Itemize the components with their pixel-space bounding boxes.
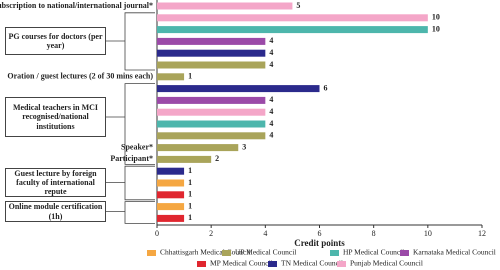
group-bracket — [106, 201, 155, 224]
value-label: 5 — [296, 1, 300, 10]
group-label: Guest lecture by foreign faculty of inte… — [5, 168, 106, 197]
bar — [157, 26, 428, 34]
x-tick-label: 10 — [424, 229, 432, 238]
bar — [157, 49, 266, 57]
group-label: PG courses for doctors (per year) — [5, 27, 106, 55]
value-label: 4 — [269, 36, 273, 45]
bar — [157, 14, 428, 22]
value-label: 4 — [269, 60, 273, 69]
legend-swatch — [147, 250, 156, 256]
bar — [157, 73, 185, 81]
group-label: Medical teachers in MCI recognised/natio… — [5, 97, 106, 137]
bar — [157, 85, 320, 93]
value-label: 1 — [188, 166, 192, 175]
category-label: Speaker* — [121, 142, 153, 151]
value-label: 1 — [188, 201, 192, 210]
value-label: 2 — [215, 154, 219, 163]
bar — [157, 96, 266, 104]
bar — [157, 191, 185, 199]
legend-swatch — [222, 250, 231, 256]
bar — [157, 144, 239, 152]
bar — [157, 167, 185, 175]
bar — [157, 37, 266, 45]
bar — [157, 203, 185, 211]
category-label: Oration / guest lectures (2 of 30 mins e… — [7, 72, 153, 81]
x-axis-title: Credit points — [294, 238, 345, 248]
value-label: 4 — [269, 95, 273, 104]
value-label: 6 — [324, 83, 328, 92]
legend-swatch — [337, 261, 346, 267]
x-tick-label: 8 — [372, 229, 376, 238]
x-tick-label: 0 — [155, 229, 159, 238]
group-bracket — [106, 165, 155, 201]
value-label: 10 — [432, 13, 440, 22]
group-bracket — [106, 12, 155, 71]
category-label: Subscription to national/international j… — [0, 1, 153, 10]
bar — [157, 2, 293, 10]
value-label: 4 — [269, 48, 273, 57]
legend-label: HP Medical Council — [343, 248, 404, 257]
group-bracket — [106, 83, 155, 165]
legend-label: Karnataka Medical Council — [413, 248, 496, 257]
category-label: Participant* — [110, 154, 153, 163]
legend-swatch — [400, 250, 409, 256]
legend-label: MP Medical Council — [210, 259, 273, 268]
bar — [157, 179, 185, 187]
x-tick-label: 4 — [263, 229, 267, 238]
legend-label: TN Medical Council — [281, 259, 343, 268]
value-label: 4 — [269, 107, 273, 116]
legend-swatch — [268, 261, 277, 267]
x-tick-label: 6 — [318, 229, 322, 238]
bar — [157, 132, 266, 140]
group-label: Online module certification (1h) — [5, 201, 106, 222]
bar — [157, 61, 266, 69]
value-label: 1 — [188, 178, 192, 187]
value-label: 1 — [188, 213, 192, 222]
legend-label: Punjab Medical Council — [350, 259, 423, 268]
x-tick-label: 12 — [478, 229, 486, 238]
bar — [157, 108, 266, 116]
value-label: 3 — [242, 142, 246, 151]
legend-swatch — [197, 261, 206, 267]
value-label: 10 — [432, 24, 440, 33]
bar — [157, 214, 185, 222]
value-label: 4 — [269, 119, 273, 128]
value-label: 1 — [188, 72, 192, 81]
bar — [157, 120, 266, 128]
value-label: 4 — [269, 131, 273, 140]
value-label: 1 — [188, 190, 192, 199]
legend-swatch — [330, 250, 339, 256]
x-tick-label: 2 — [209, 229, 213, 238]
bar — [157, 155, 212, 163]
legend-label: Chhattisgarh Medical Council — [160, 248, 250, 257]
legend-label: UP Medical Council — [235, 248, 296, 257]
